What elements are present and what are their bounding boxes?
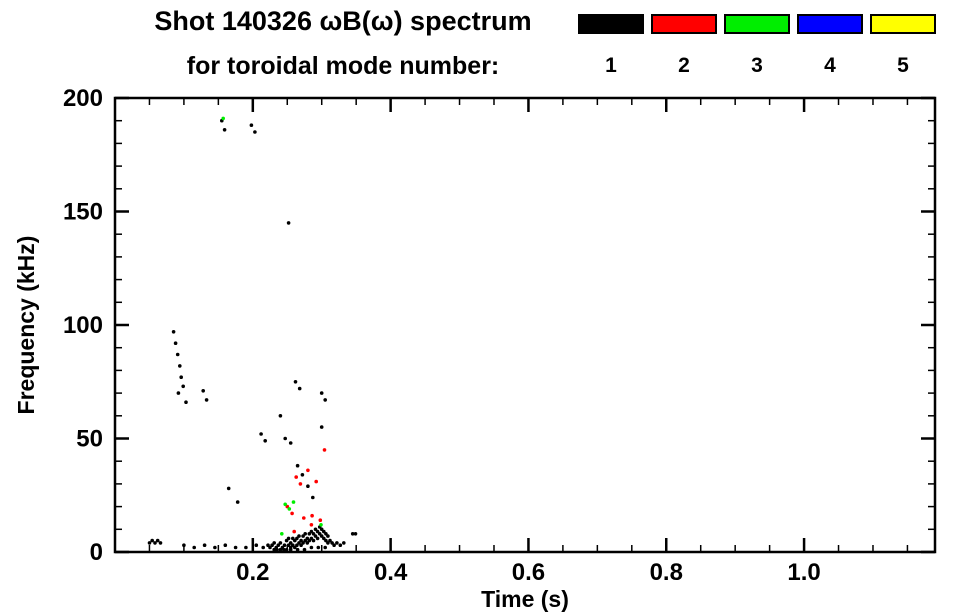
x-axis-title: Time (s) <box>481 586 569 612</box>
legend-label-mode-2: 2 <box>678 54 690 77</box>
svg-text:200: 200 <box>63 85 103 112</box>
svg-text:1.0: 1.0 <box>787 559 820 586</box>
svg-text:0.4: 0.4 <box>374 559 408 586</box>
figure-title-line2: for toroidal mode number: <box>186 52 500 80</box>
legend-label-mode-4: 4 <box>824 54 836 77</box>
legend-label-mode-1: 1 <box>605 54 617 77</box>
svg-text:0.8: 0.8 <box>650 559 683 586</box>
y-axis-title: Frequency (kHz) <box>13 235 39 415</box>
svg-text:150: 150 <box>63 199 103 226</box>
svg-text:50: 50 <box>76 426 103 453</box>
figure-title-line1: Shot 140326 ωB(ω) spectrum <box>154 6 532 36</box>
svg-text:0.6: 0.6 <box>512 559 545 586</box>
legend-swatch-mode-3 <box>724 14 790 34</box>
legend-swatch-mode-4 <box>797 14 863 34</box>
legend-label-mode-3: 3 <box>751 54 763 77</box>
legend-label-mode-5: 5 <box>897 54 909 77</box>
legend-swatch-mode-1 <box>578 14 644 34</box>
legend-swatch-mode-5 <box>870 14 936 34</box>
legend-swatch-mode-2 <box>651 14 717 34</box>
svg-text:0: 0 <box>90 539 103 566</box>
svg-text:100: 100 <box>63 312 103 339</box>
svg-text:0.2: 0.2 <box>236 559 269 586</box>
